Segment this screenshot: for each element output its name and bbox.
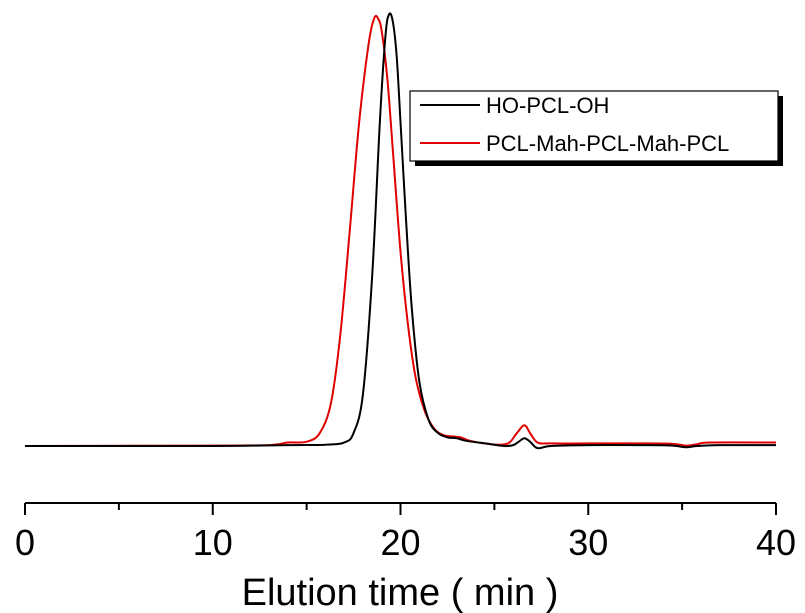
legend-label-ho-pcl-oh: HO-PCL-OH	[486, 93, 609, 118]
legend: HO-PCL-OH PCL-Mah-PCL-Mah-PCL	[409, 90, 783, 166]
legend-label-pcl-mah-pcl-mah-pcl: PCL-Mah-PCL-Mah-PCL	[486, 131, 729, 156]
x-tick-label: 0	[15, 522, 35, 563]
x-axis-ticks: 0 10 20 30 40	[15, 503, 796, 563]
series-line-pcl-mah-pcl-mah-pcl	[24, 14, 777, 447]
x-tick-label: 20	[380, 522, 420, 563]
series-line-ho-pcl-oh	[24, 12, 777, 450]
x-axis-title: Elution time ( min )	[242, 572, 559, 613]
x-tick-label: 10	[193, 522, 233, 563]
x-tick-label: 40	[756, 522, 796, 563]
legend-box	[409, 90, 779, 162]
x-tick-label: 30	[568, 522, 608, 563]
plot-lines	[24, 12, 777, 450]
